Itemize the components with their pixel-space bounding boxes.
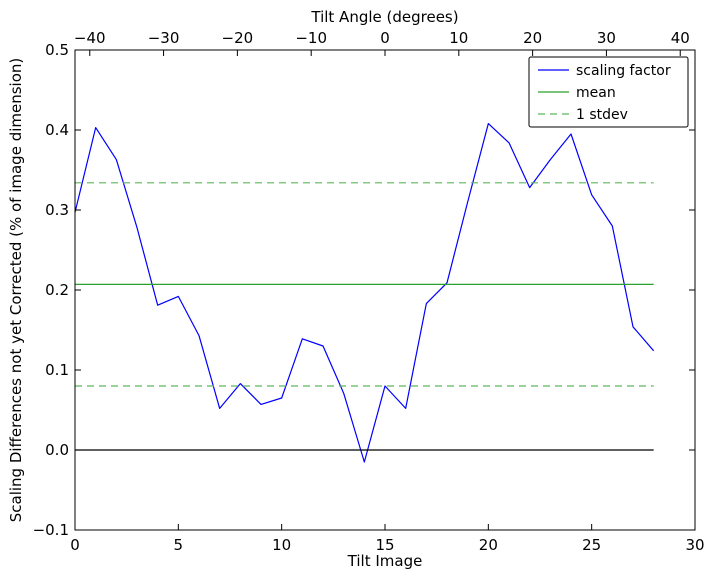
x-tick-label: 15 [375,536,394,554]
top-x-tick-label: 30 [597,29,616,47]
top-x-tick-label: 40 [671,29,690,47]
top-x-tick-label: 10 [449,29,468,47]
legend-box [528,56,689,128]
top-x-tick-label: −30 [148,29,180,47]
top-x-tick-label: 20 [523,29,542,47]
legend-label: mean [576,85,616,101]
top-x-tick-label: 0 [380,29,390,47]
top-x-tick-label: −40 [74,29,106,47]
top-x-axis-title: Tilt Angle (degrees) [310,8,458,26]
x-tick-label: 20 [479,536,498,554]
y-tick-label: 0.0 [45,441,69,459]
y-tick-label: 0.5 [45,41,69,59]
y-tick-label: 0.3 [45,201,69,219]
y-axis-title: Scaling Differences not yet Corrected (%… [7,58,25,523]
y-tick-label: 0.4 [45,121,69,139]
y-tick-label: 0.2 [45,281,69,299]
series-layer [74,122,655,463]
x-tick-label: 0 [70,536,80,554]
x-tick-label: 5 [174,536,184,554]
legend-label: scaling factor [576,63,671,79]
top-x-tick-label: −10 [295,29,327,47]
top-x-tick-label: −20 [222,29,254,47]
series-line-scaling-factor-0 [74,122,655,463]
legend-label: 1 stdev [576,107,628,123]
x-tick-label: 25 [582,536,601,554]
ticks-layer: 0 5 10 15 20 25 30 −0.1 0.0 0.1 0.2 0.3 0.4 0.5 −40 −30… [33,29,705,554]
y-tick-label: 0.1 [45,361,69,379]
x-tick-label: 10 [272,536,291,554]
x-tick-label: 30 [685,536,704,554]
x-axis-title: Tilt Image [347,552,423,570]
y-tick-label: −0.1 [33,521,69,539]
legend: scaling factor mean 1 stdev [528,56,689,128]
